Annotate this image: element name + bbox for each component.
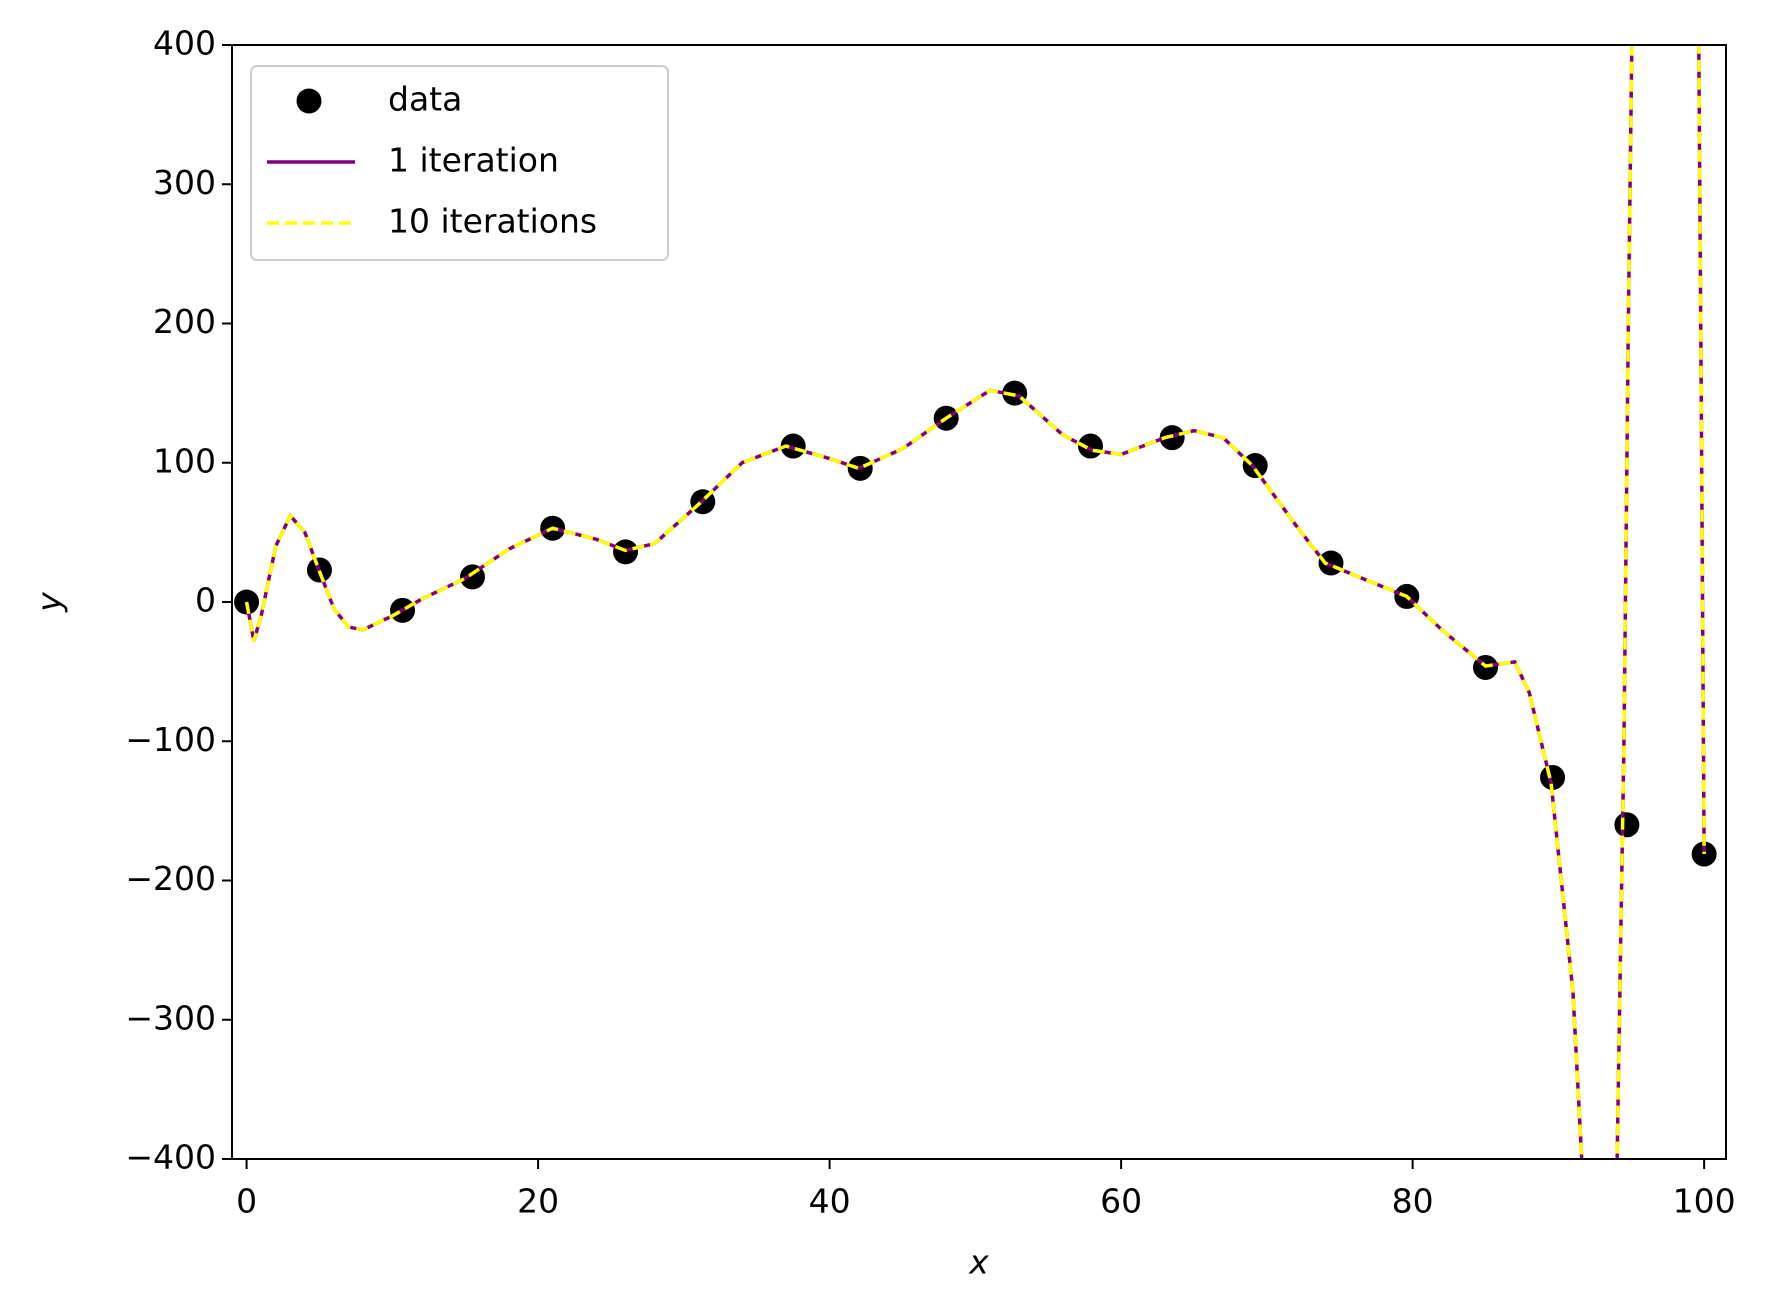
y-axis-label: y [30,592,69,613]
x-tick-label: 0 [236,1182,257,1221]
plot-area [234,45,1717,1159]
data-point [1540,764,1566,790]
y-tick-label: 0 [195,581,216,620]
x-tick-label: 80 [1392,1182,1434,1221]
y-tick-label: 400 [153,24,216,63]
x-tick-label: 40 [809,1182,851,1221]
x-tick-label: 20 [517,1182,559,1221]
x-axis-label: x [968,1243,989,1282]
legend-marker [296,88,322,114]
x-tick-label: 100 [1673,1182,1736,1221]
data-point [1318,550,1344,576]
y-tick-label: −300 [125,998,216,1037]
line-series [244,45,1706,1159]
data-point [1614,812,1640,838]
legend-label: 10 iterations [388,202,597,241]
y-tick-label: 100 [153,441,216,480]
legend-label: 1 iteration [388,141,559,180]
data-point [1242,453,1268,479]
y-tick-label: 300 [153,163,216,202]
data-point [780,433,806,459]
y-tick-label: 200 [153,302,216,341]
legend-label: data [388,80,462,119]
y-tick-label: −400 [125,1138,216,1177]
legend-box [250,65,669,261]
x-tick-label: 60 [1100,1182,1142,1221]
y-tick-label: −200 [125,859,216,898]
y-tick-label: −100 [125,720,216,759]
